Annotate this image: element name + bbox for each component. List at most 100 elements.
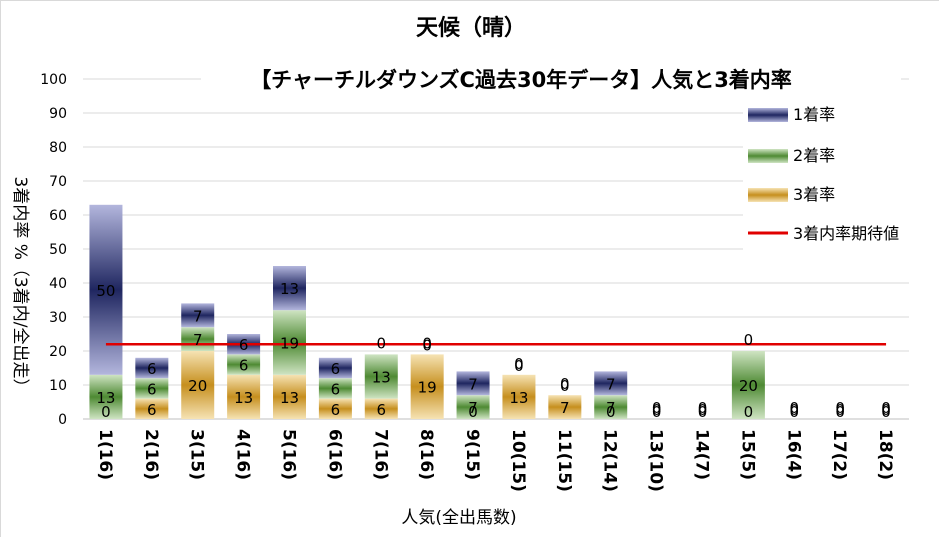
data-label: 0 [652,401,662,419]
data-label: 0 [652,403,662,421]
data-label: 6 [147,380,157,398]
x-tick-label: 17(2) [829,429,849,480]
bar-segment [227,354,261,375]
y-tick-label: 100 [40,72,67,88]
x-tick-label: 6(16) [324,429,344,480]
data-label: 7 [193,307,203,325]
bar-segment [89,374,123,419]
data-label: 0 [652,399,662,417]
y-tick-label: 60 [49,208,67,224]
data-label: 13 [509,389,528,407]
bar-segment [364,398,398,419]
data-label: 0 [881,401,891,419]
legend-swatch-2着率 [748,149,788,163]
x-tick-label: 15(5) [737,429,757,480]
bar-segment [227,374,261,419]
data-label: 6 [147,360,157,378]
legend-label-expected: 3着内率期待値 [793,224,899,243]
data-label: 0 [514,357,524,375]
data-label: 20 [188,377,207,395]
data-label: 0 [835,399,845,417]
data-label: 19 [418,379,437,397]
x-tick-label: 14(7) [692,429,712,480]
x-tick-label: 11(15) [554,429,574,492]
bar-segment [594,371,628,396]
bar-segment [318,378,352,399]
data-label: 0 [101,403,111,421]
data-label: 0 [560,377,570,395]
legend-background [743,101,923,251]
bar-segment [181,303,215,328]
data-label: 19 [280,335,299,353]
y-tick-label: 90 [49,106,67,122]
y-tick-label: 10 [49,378,67,394]
bar-segment [731,351,765,419]
data-label: 0 [560,375,570,393]
data-label: 13 [280,389,299,407]
data-label: 13 [234,389,253,407]
data-label: 0 [790,403,800,421]
data-label: 7 [606,399,616,417]
data-label: 0 [881,403,891,421]
data-label: 0 [835,403,845,421]
bar-segment [456,371,490,396]
data-label: 0 [698,401,708,419]
data-label: 7 [468,375,478,393]
bar-segment [548,395,582,419]
bar-segment [594,395,628,419]
y-tick-label: 70 [49,174,67,190]
x-axis-title: 人気(全出馬数) [401,508,516,528]
bar-segment [273,266,306,311]
data-label: 7 [193,331,203,349]
bar-segment [89,204,123,375]
bar-segment [135,357,169,379]
chart-subtitle: 【チャーチルダウンズC過去30年データ】人気と3着内率 [250,68,792,92]
data-label: 0 [744,403,754,421]
data-label: 7 [606,375,616,393]
data-label: 0 [422,334,432,352]
x-tick-label: 7(16) [370,429,390,480]
legend-swatch-3着率 [748,188,788,202]
data-label: 0 [744,331,754,349]
y-tick-label: 50 [49,242,67,258]
legend: 1着率 2着率 3着率 3着内率期待値 [743,101,923,251]
y-tick-label: 30 [49,310,67,326]
bar-segment [135,398,169,419]
y-tick-label: 40 [49,276,67,292]
x-tick-label: 4(16) [233,429,253,480]
data-label: 0 [422,336,432,354]
legend-swatch-1着率 [748,108,788,122]
data-label: 6 [331,401,341,419]
x-tick-label: 13(10) [646,429,666,492]
data-label: 0 [698,399,708,417]
data-label: 13 [96,389,115,407]
bar-segment [135,378,169,399]
bar-segment [181,351,215,419]
data-label: 0 [698,403,708,421]
x-tick-label: 16(4) [783,429,803,480]
data-label: 7 [468,399,478,417]
data-label: 0 [514,355,524,373]
subtitle-backdrop [201,61,901,95]
bar-segment [502,374,536,419]
data-label: 0 [468,403,478,421]
y-axis-title: 3着内率 %（3着内/全出走） [10,177,30,396]
data-label: 13 [372,369,391,387]
x-tick-label: 1(16) [95,429,115,480]
y-tick-label: 20 [49,344,67,360]
bar-segment [364,354,398,399]
bar-segment [273,310,306,375]
bar-segment [318,357,352,379]
x-tick-label: 10(15) [508,429,528,492]
x-tick-label: 9(15) [462,429,482,480]
data-label: 0 [881,399,891,417]
bar-segment [318,398,352,419]
data-label: 13 [280,280,299,298]
y-tick-label: 80 [49,140,67,156]
bar-segment [273,374,306,419]
x-tick-label: 3(15) [187,429,207,480]
bar-layer [89,204,765,419]
data-label: 0 [790,401,800,419]
